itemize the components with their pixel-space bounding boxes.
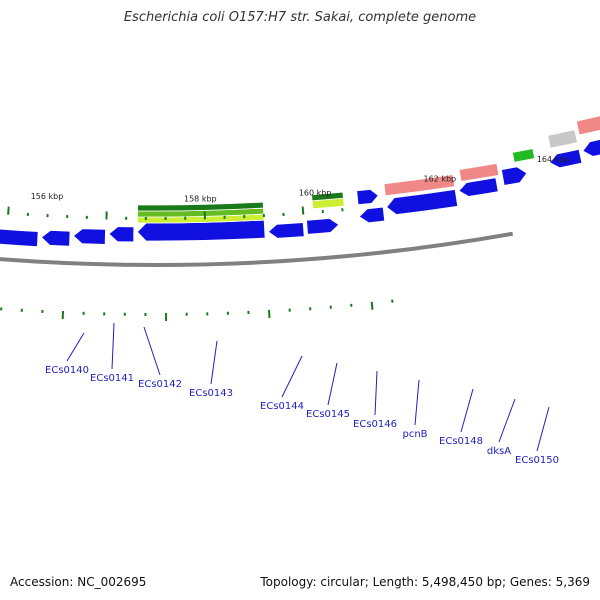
rrna-feature[interactable] (458, 162, 500, 182)
gene-label[interactable]: dksA (487, 446, 511, 457)
gene-leader-line (210, 340, 218, 385)
gene-leader-line (414, 379, 420, 426)
scale-label: 160 kbp (299, 189, 332, 198)
gene-label[interactable]: ECs0140 (45, 365, 89, 376)
feature-track (0, 115, 600, 248)
cds-arrow[interactable] (108, 226, 135, 243)
outer-tick-ring (0, 299, 394, 321)
gene-label[interactable]: ECs0148 (439, 436, 483, 447)
gene-leader-line (374, 370, 378, 416)
trna-feature[interactable] (511, 148, 536, 163)
misc-feature[interactable] (137, 201, 264, 212)
gene-leader-line (66, 332, 85, 362)
inner-tick-ring (7, 206, 344, 220)
cds-arrow[interactable] (386, 188, 459, 215)
gene-label[interactable]: ECs0145 (306, 409, 350, 420)
gene-label[interactable]: pcnB (402, 429, 427, 440)
gene-labels: ECs0140ECs0141ECs0142ECs0143ECs0144ECs01… (45, 322, 559, 466)
genome-backbone (0, 231, 514, 267)
cds-arrow[interactable] (72, 228, 106, 245)
gene-label[interactable]: ECs0142 (138, 379, 182, 390)
scale-label: 162 kbp (424, 175, 457, 184)
map-title: Escherichia coli O157:H7 str. Sakai, com… (123, 10, 477, 25)
cds-arrow[interactable] (500, 166, 528, 186)
gene-leader-line (536, 406, 550, 452)
outer-tick-mark (370, 301, 374, 310)
scale-label: 156 kbp (31, 192, 64, 201)
cds-arrow[interactable] (549, 148, 583, 169)
gene-leader-line (498, 398, 516, 443)
gene-leader-line (281, 355, 303, 398)
cds-arrow[interactable] (358, 206, 386, 224)
cds-arrow[interactable] (458, 177, 499, 197)
accession-label: Accession: NC_002695 (10, 575, 147, 589)
gene-label[interactable]: ECs0143 (189, 388, 233, 399)
gene-label[interactable]: ECs0144 (260, 401, 304, 412)
cds-arrow[interactable] (0, 228, 39, 248)
misc-feature[interactable] (311, 191, 344, 202)
gene-label[interactable]: ECs0150 (515, 455, 559, 466)
inner-tick-mark (7, 206, 10, 215)
gene-leader-line (327, 362, 338, 406)
cds-arrow[interactable] (40, 229, 71, 247)
gene-leader-line (460, 388, 474, 433)
inner-tick-mark (301, 206, 305, 215)
gene-leader-line (111, 322, 115, 370)
cds-arrow[interactable] (582, 138, 600, 157)
pseudo-feature[interactable] (547, 129, 578, 149)
gene-label[interactable]: ECs0141 (90, 373, 134, 384)
gene-leader-line (143, 326, 161, 376)
cds-arrow[interactable] (306, 218, 340, 235)
gene-label[interactable]: ECs0146 (353, 419, 397, 430)
cds-arrow[interactable] (356, 188, 379, 206)
scale-label: 164 kbp (537, 155, 570, 164)
rrna-feature[interactable] (383, 174, 456, 197)
cds-arrow[interactable] (267, 222, 305, 239)
rrna-feature[interactable] (575, 115, 600, 136)
scale-label: 158 kbp (184, 194, 217, 203)
genome-summary: Topology: circular; Length: 5,498,450 bp… (260, 575, 590, 589)
